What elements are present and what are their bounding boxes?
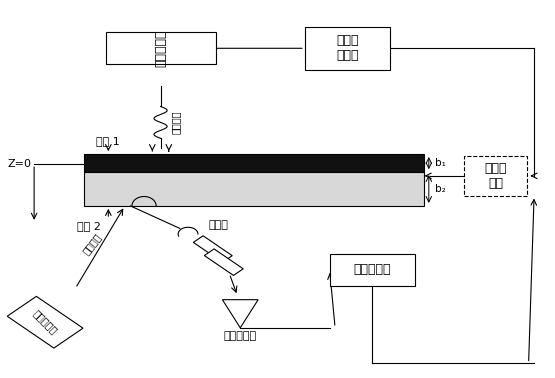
Bar [204,249,243,276]
Text: 信号发
生器: 信号发 生器 [485,162,507,190]
Bar [305,27,390,70]
Text: Z=0: Z=0 [7,159,32,169]
Text: 样品 1: 样品 1 [97,136,120,146]
Text: b₂: b₂ [436,184,446,194]
Text: 光束调制: 光束调制 [170,110,180,134]
Bar [84,172,425,206]
Bar [7,296,83,348]
Polygon shape [223,300,258,328]
Text: 探测激光: 探测激光 [80,231,103,256]
Text: 光电二极管: 光电二极管 [224,331,257,341]
Text: b₁: b₁ [436,158,446,168]
Text: 样品 2: 样品 2 [77,221,101,231]
Bar [193,236,232,262]
Bar [84,154,425,172]
Bar [105,33,215,64]
Bar [465,156,527,195]
Text: 锁相放大器: 锁相放大器 [354,263,391,276]
Text: 泵浦激光器: 泵浦激光器 [154,29,167,67]
Text: 探测激光器: 探测激光器 [31,308,59,336]
Text: 激光驱
动电源: 激光驱 动电源 [336,34,359,62]
Bar [330,254,415,286]
Text: 滤光片: 滤光片 [208,220,228,230]
